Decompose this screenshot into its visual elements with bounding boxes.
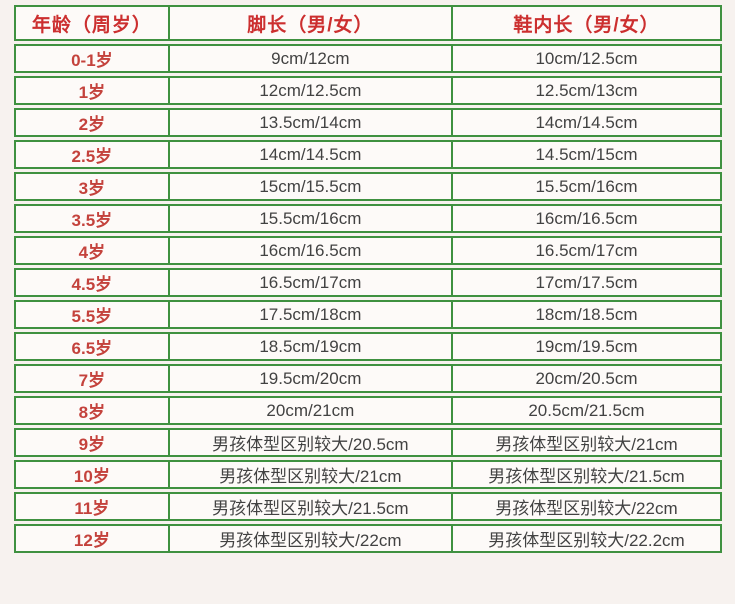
foot-length-cell: 男孩体型区别较大/20.5cm: [169, 428, 453, 457]
shoe-length-cell: 16cm/16.5cm: [452, 204, 722, 233]
foot-length-cell: 17.5cm/18cm: [169, 300, 453, 329]
shoe-length-cell: 17cm/17.5cm: [452, 268, 722, 297]
age-cell: 8岁: [14, 396, 170, 425]
shoe-length-cell: 10cm/12.5cm: [452, 44, 722, 73]
shoe-length-cell: 19cm/19.5cm: [452, 332, 722, 361]
table-row: 5.5岁 17.5cm/18cm 18cm/18.5cm: [14, 300, 722, 329]
table-row: 9岁 男孩体型区别较大/20.5cm 男孩体型区别较大/21cm: [14, 428, 722, 457]
table-row: 11岁 男孩体型区别较大/21.5cm 男孩体型区别较大/22cm: [14, 492, 722, 521]
age-cell: 5.5岁: [14, 300, 170, 329]
header-shoe-inner-length: 鞋内长（男/女）: [452, 5, 722, 41]
table-row: 4.5岁 16.5cm/17cm 17cm/17.5cm: [14, 268, 722, 297]
shoe-length-cell: 20cm/20.5cm: [452, 364, 722, 393]
shoe-length-cell: 18cm/18.5cm: [452, 300, 722, 329]
table-row: 2.5岁 14cm/14.5cm 14.5cm/15cm: [14, 140, 722, 169]
age-cell: 2岁: [14, 108, 170, 137]
age-cell: 2.5岁: [14, 140, 170, 169]
age-cell: 9岁: [14, 428, 170, 457]
table-row: 3.5岁 15.5cm/16cm 16cm/16.5cm: [14, 204, 722, 233]
table-row: 2岁 13.5cm/14cm 14cm/14.5cm: [14, 108, 722, 137]
shoe-length-cell: 20.5cm/21.5cm: [452, 396, 722, 425]
table-row: 1岁 12cm/12.5cm 12.5cm/13cm: [14, 76, 722, 105]
header-foot-length: 脚长（男/女）: [169, 5, 453, 41]
table-row: 3岁 15cm/15.5cm 15.5cm/16cm: [14, 172, 722, 201]
age-cell: 4.5岁: [14, 268, 170, 297]
shoe-length-cell: 15.5cm/16cm: [452, 172, 722, 201]
shoe-length-cell: 男孩体型区别较大/22.2cm: [452, 524, 722, 553]
foot-length-cell: 15.5cm/16cm: [169, 204, 453, 233]
foot-length-cell: 20cm/21cm: [169, 396, 453, 425]
foot-length-cell: 15cm/15.5cm: [169, 172, 453, 201]
foot-length-cell: 男孩体型区别较大/22cm: [169, 524, 453, 553]
foot-length-cell: 12cm/12.5cm: [169, 76, 453, 105]
age-cell: 11岁: [14, 492, 170, 521]
foot-length-cell: 16cm/16.5cm: [169, 236, 453, 265]
foot-length-cell: 13.5cm/14cm: [169, 108, 453, 137]
table-row: 6.5岁 18.5cm/19cm 19cm/19.5cm: [14, 332, 722, 361]
foot-length-cell: 9cm/12cm: [169, 44, 453, 73]
foot-length-cell: 男孩体型区别较大/21.5cm: [169, 492, 453, 521]
table-row: 0-1岁 9cm/12cm 10cm/12.5cm: [14, 44, 722, 73]
age-cell: 12岁: [14, 524, 170, 553]
shoe-length-cell: 男孩体型区别较大/21cm: [452, 428, 722, 457]
age-cell: 3.5岁: [14, 204, 170, 233]
table-header: 年龄（周岁） 脚长（男/女） 鞋内长（男/女）: [14, 5, 722, 41]
shoe-length-cell: 12.5cm/13cm: [452, 76, 722, 105]
table-row: 7岁 19.5cm/20cm 20cm/20.5cm: [14, 364, 722, 393]
age-cell: 6.5岁: [14, 332, 170, 361]
age-cell: 4岁: [14, 236, 170, 265]
shoe-length-cell: 14cm/14.5cm: [452, 108, 722, 137]
age-cell: 1岁: [14, 76, 170, 105]
age-cell: 10岁: [14, 460, 170, 489]
table-row: 4岁 16cm/16.5cm 16.5cm/17cm: [14, 236, 722, 265]
shoe-length-cell: 男孩体型区别较大/21.5cm: [452, 460, 722, 489]
foot-length-cell: 18.5cm/19cm: [169, 332, 453, 361]
kids-shoe-size-table: 年龄（周岁） 脚长（男/女） 鞋内长（男/女） 0-1岁 9cm/12cm 10…: [14, 2, 722, 556]
age-cell: 0-1岁: [14, 44, 170, 73]
age-cell: 7岁: [14, 364, 170, 393]
foot-length-cell: 14cm/14.5cm: [169, 140, 453, 169]
header-row: 年龄（周岁） 脚长（男/女） 鞋内长（男/女）: [14, 5, 722, 41]
table-row: 12岁 男孩体型区别较大/22cm 男孩体型区别较大/22.2cm: [14, 524, 722, 553]
foot-length-cell: 19.5cm/20cm: [169, 364, 453, 393]
table-row: 8岁 20cm/21cm 20.5cm/21.5cm: [14, 396, 722, 425]
age-cell: 3岁: [14, 172, 170, 201]
shoe-length-cell: 16.5cm/17cm: [452, 236, 722, 265]
table-row: 10岁 男孩体型区别较大/21cm 男孩体型区别较大/21.5cm: [14, 460, 722, 489]
foot-length-cell: 男孩体型区别较大/21cm: [169, 460, 453, 489]
table-body: 0-1岁 9cm/12cm 10cm/12.5cm 1岁 12cm/12.5cm…: [14, 44, 722, 553]
shoe-length-cell: 男孩体型区别较大/22cm: [452, 492, 722, 521]
foot-length-cell: 16.5cm/17cm: [169, 268, 453, 297]
shoe-length-cell: 14.5cm/15cm: [452, 140, 722, 169]
header-age: 年龄（周岁）: [14, 5, 170, 41]
